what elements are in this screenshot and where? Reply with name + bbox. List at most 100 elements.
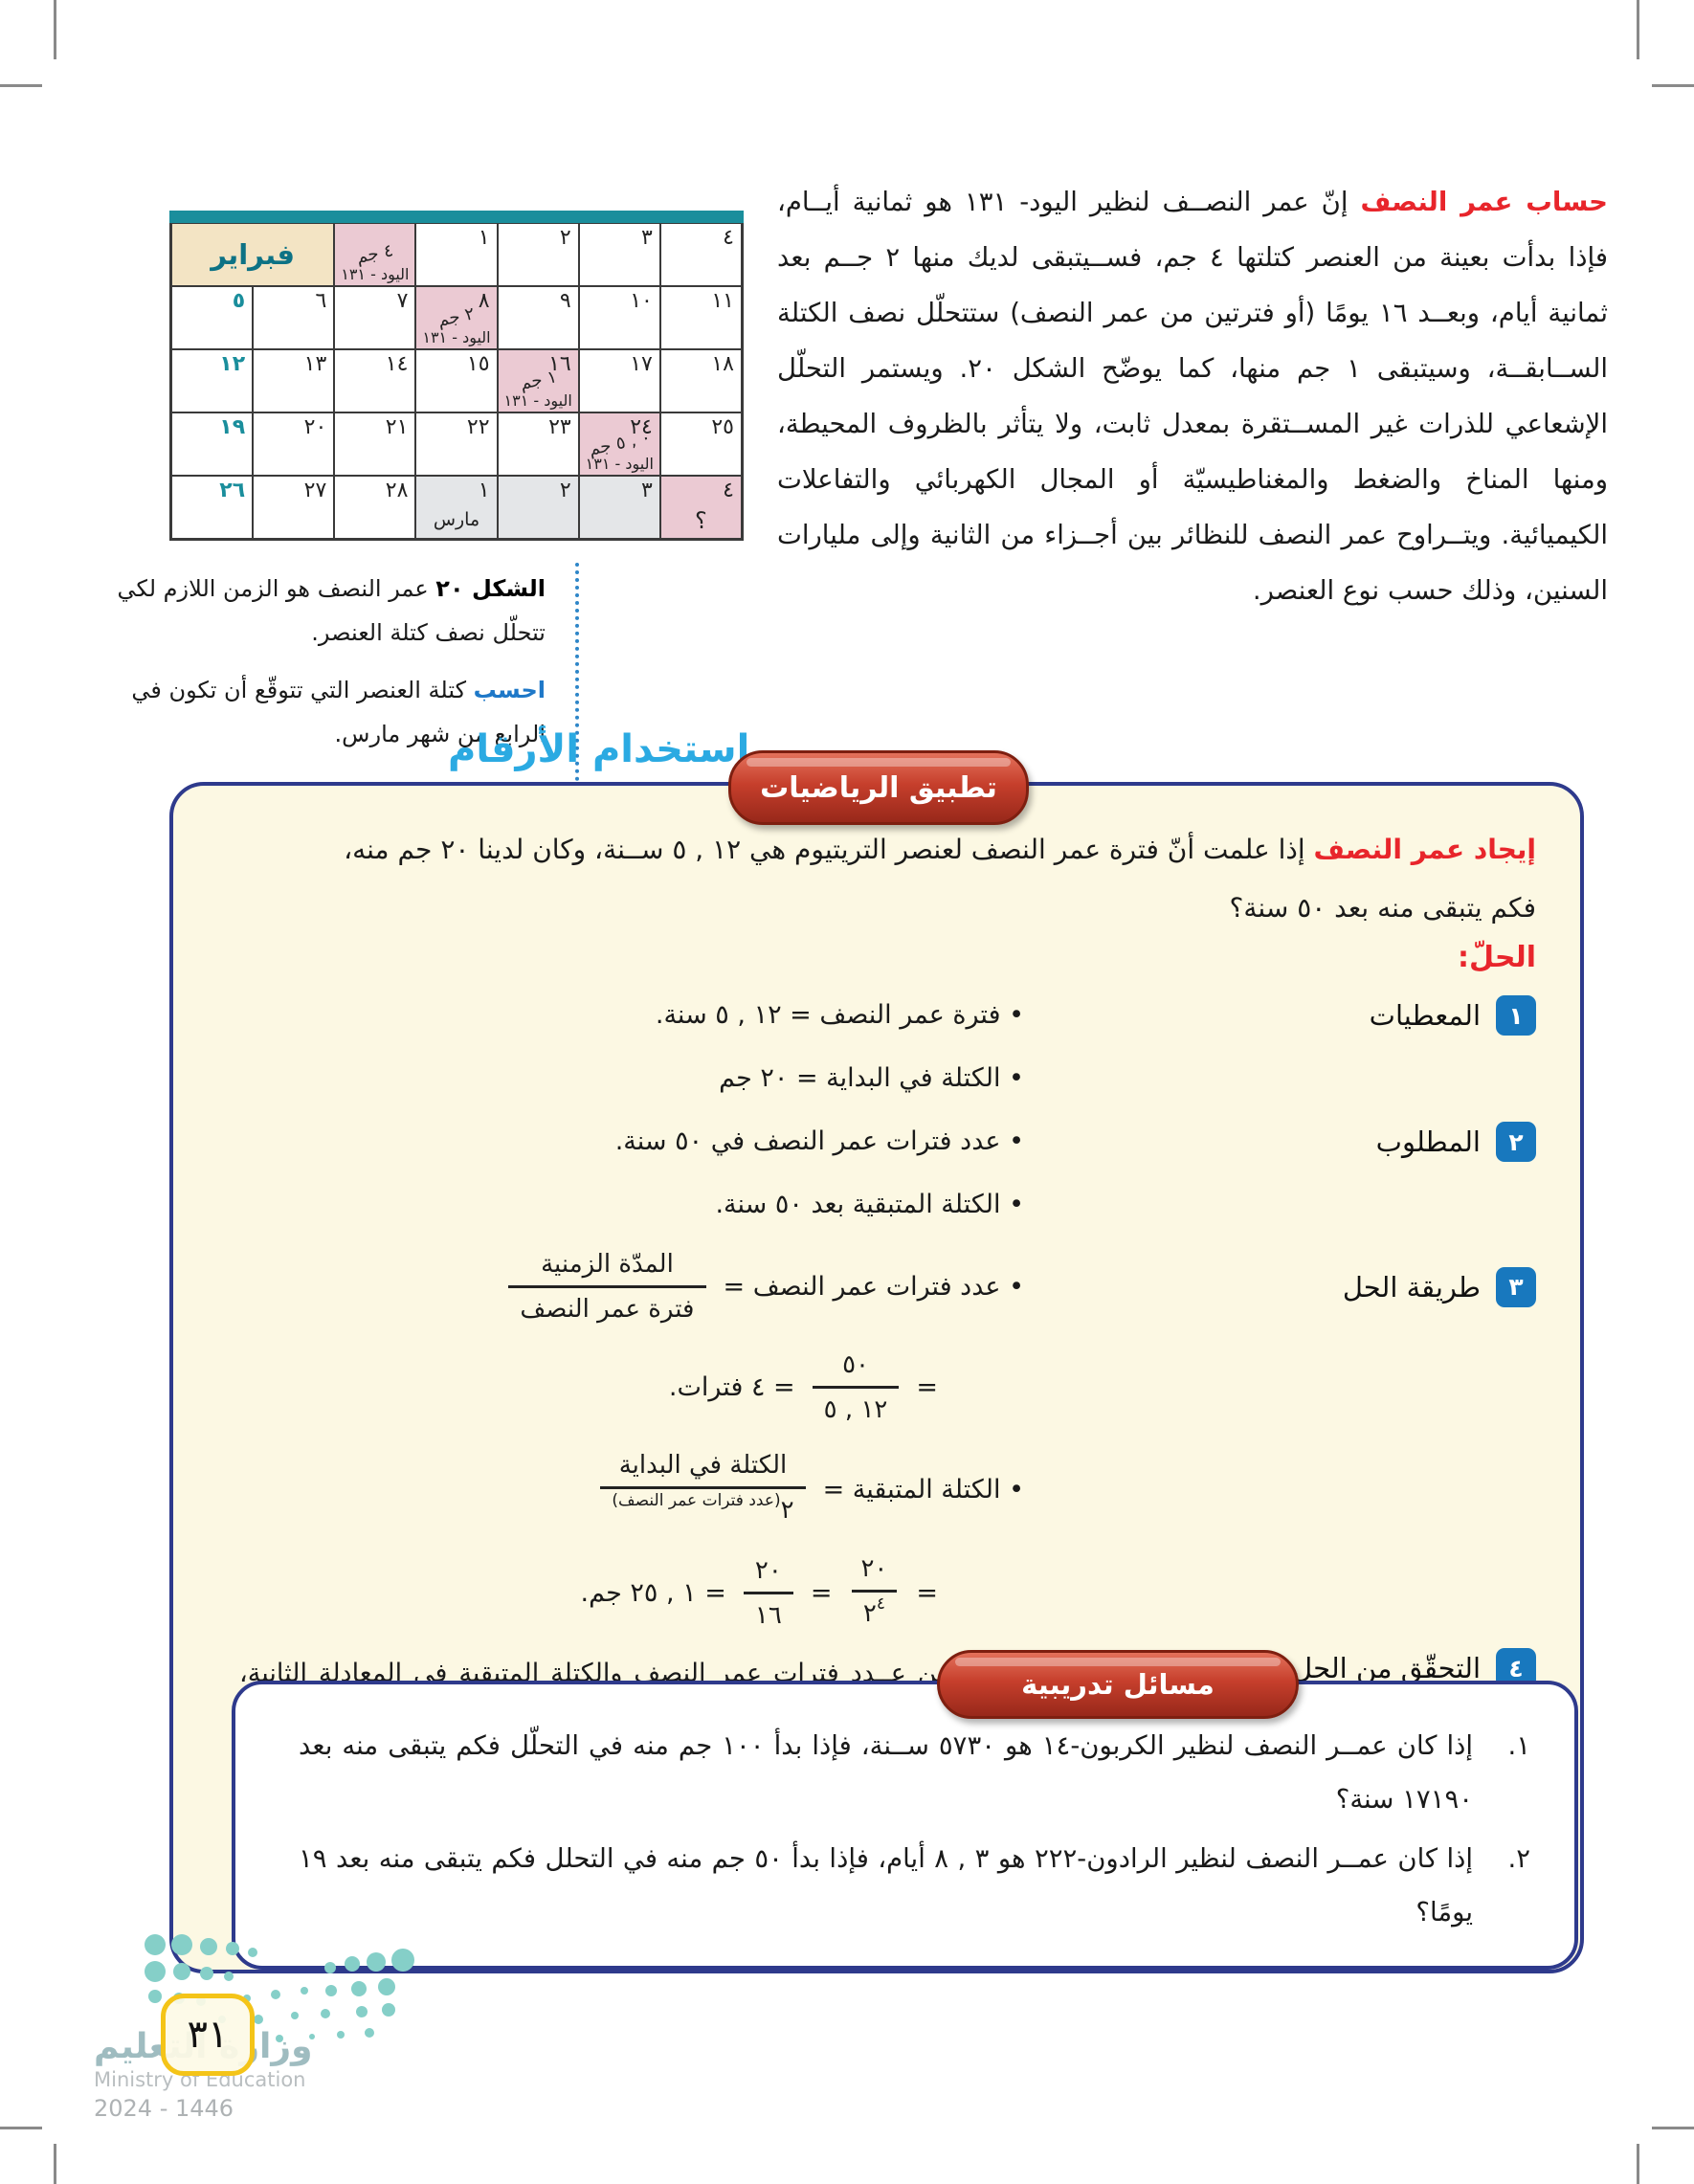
fraction: الكتلة في البداية ٢(عدد فترات عمر النصف) — [600, 1449, 806, 1529]
required-bullet: • عدد فترات عمر النصف في ٥٠ سنة. — [614, 1126, 1024, 1156]
calendar-cell: ١٣ — [253, 349, 335, 412]
crop-mark — [54, 2144, 56, 2184]
crop-mark — [1652, 2127, 1694, 2129]
calendar-cell: ٢٤ ٠ , ٥ جم اليود - ١٣١ — [578, 412, 660, 476]
step-row-1: ١ المعطيات • فترة عمر النصف = ١٢ , ٥ سنة… — [217, 988, 1536, 1043]
calendar-cell-march: ٣ — [578, 476, 660, 539]
step-row-1b: • الكتلة في البداية = ٢٠ جم — [217, 1051, 1536, 1106]
calendar-cell: ٢٢ — [415, 412, 498, 476]
ministry-logo-years: 2024 - 1446 — [94, 2095, 234, 2122]
calendar-header-bar — [169, 211, 744, 223]
fraction: ٢٠ ٢٤ — [849, 1552, 899, 1633]
step-number-badge: ١ — [1496, 995, 1536, 1036]
solution-label: الحلّ: — [1458, 941, 1536, 974]
crop-mark — [0, 84, 42, 87]
crop-mark — [1637, 2144, 1639, 2184]
calendar-cell: ١٤ — [334, 349, 416, 412]
body-text: إنّ عمر النصــف لنظير اليود- ١٣١ هو ثمان… — [777, 187, 1609, 606]
practice-item-1: ١. إذا كان عمــر النصف لنظير الكربون-١٤ … — [274, 1719, 1536, 1826]
page-number: ٣١ — [187, 2013, 229, 2057]
calendar-cell: ١٠ — [578, 286, 660, 349]
calendar-cell: ١١ — [659, 286, 742, 349]
calendar-cell: ٤ — [659, 223, 742, 286]
item-number: ٢. — [1507, 1843, 1530, 1874]
problem-question: فكم يتبقى منه بعد ٥٠ سنة؟ — [1229, 892, 1537, 924]
figure-prompt: احسب كتلة العنصر التي تتوقّع أن تكون في … — [131, 677, 546, 747]
crop-mark — [0, 2127, 42, 2129]
equation-periods-value: = ٥٠ ١٢ , ٥ = ٤ فترات. — [668, 1348, 938, 1426]
question-mark: ؟ — [695, 507, 707, 534]
given-bullet: • فترة عمر النصف = ١٢ , ٥ سنة. — [655, 1000, 1024, 1030]
equation-periods: • عدد فترات عمر النصف = المدّة الزمنية ف… — [227, 1248, 1024, 1326]
step-3: ٣ طريقة الحل — [1249, 1266, 1536, 1307]
calendar-cell: ١٦ ١ جم اليود - ١٣١ — [497, 349, 579, 412]
step-number-badge: ٢ — [1496, 1122, 1536, 1162]
equation-remaining-value: = ٢٠ ٢٤ = ٢٠ ١٦ = ١ , ٢٥ جم. — [227, 1552, 1024, 1633]
section-heading: حساب عمر النصف — [1360, 187, 1608, 217]
calendar-cell: ١٢ — [171, 349, 254, 412]
fraction: المدّة الزمنية فترة عمر النصف — [508, 1248, 706, 1326]
page-number-badge: ٣١ — [161, 1994, 255, 2076]
caption-text: الشكل ٢٠ عمر النصف هو الزمن اللازم لكي ت… — [117, 575, 546, 646]
math-application-tab: تطبيق الرياضيات — [728, 750, 1029, 825]
numbers-heading: استخدام الأرقام — [448, 727, 750, 771]
step-row-3b: = ٥٠ ١٢ , ٥ = ٤ فترات. — [217, 1341, 1536, 1434]
step-4: ٤ التحقّق من الحل — [1249, 1648, 1536, 1688]
calendar-cell: ٢١ — [334, 412, 416, 476]
month-label: فبراير — [211, 238, 296, 271]
practice-problems-box: ١. إذا كان عمــر النصف لنظير الكربون-١٤ … — [232, 1681, 1578, 1970]
calendar-cell: ٤ جم اليود - ١٣١ — [334, 223, 416, 286]
calendar-cell-question: ٤ ؟ — [659, 476, 742, 539]
calendar-cell: ٢٨ — [334, 476, 416, 539]
calendar-cell: ٧ — [334, 286, 416, 349]
math-application-box: تطبيق الرياضيات إيجاد عمر النصف إذا علمت… — [169, 750, 1584, 1973]
calendar-cell: ٢٧ — [253, 476, 335, 539]
equation-remaining-mass: • الكتلة المتبقية = الكتلة في البداية ٢(… — [227, 1449, 1024, 1529]
calendar-cell: ٢٠ — [253, 412, 335, 476]
main-paragraph: حساب عمر النصف إنّ عمر النصــف لنظير الي… — [777, 174, 1608, 618]
problem-statement: إيجاد عمر النصف إذا علمت أنّ فترة عمر ال… — [344, 834, 1536, 865]
calendar-cell-march: ١ مارس — [415, 476, 498, 539]
exponent: ٤ — [876, 1594, 885, 1614]
step-row-3d: = ٢٠ ٢٤ = ٢٠ ١٦ = ١ , ٢٥ جم. — [217, 1545, 1536, 1640]
calendar-cell: ٥ — [171, 286, 254, 349]
dotted-separator — [575, 563, 579, 842]
calendar-month-cell: فبراير — [171, 223, 335, 286]
calendar-cell: ١٨ — [659, 349, 742, 412]
calendar-cell: ١٥ — [415, 349, 498, 412]
calendar-cell: ٢٦ — [171, 476, 254, 539]
item-number: ١. — [1507, 1730, 1530, 1761]
calendar-cell: ١٧ — [578, 349, 660, 412]
calendar-cell-march: ٢ — [497, 476, 579, 539]
step-row-3c: • الكتلة المتبقية = الكتلة في البداية ٢(… — [217, 1441, 1536, 1537]
crop-mark — [1637, 0, 1639, 59]
calendar-cell: ٦ — [253, 286, 335, 349]
figure-label: الشكل ٢٠ — [435, 575, 546, 602]
fraction: ٢٠ ١٦ — [743, 1554, 793, 1632]
given-bullet: • الكتلة في البداية = ٢٠ جم — [719, 1063, 1024, 1093]
step-row-3: ٣ طريقة الحل • عدد فترات عمر النصف = الم… — [217, 1240, 1536, 1333]
step-1: ١ المعطيات — [1249, 995, 1536, 1036]
dots-pattern — [145, 1934, 414, 2042]
step-row-2: ٢ المطلوب • عدد فترات عمر النصف في ٥٠ سن… — [217, 1114, 1536, 1170]
figure-caption: الشكل ٢٠ عمر النصف هو الزمن اللازم لكي ت… — [109, 567, 546, 756]
required-bullet: • الكتلة المتبقية بعد ٥٠ سنة. — [715, 1190, 1024, 1219]
crop-mark — [54, 0, 56, 59]
exponent: (عدد فترات عمر النصف) — [612, 1491, 781, 1510]
calendar-cell: ٢٥ — [659, 412, 742, 476]
step-number-badge: ٣ — [1496, 1266, 1536, 1307]
calendar-cell: ٢ — [497, 223, 579, 286]
practice-problems-tab: مسائل تدريبية — [937, 1650, 1299, 1719]
practice-item-2: ٢. إذا كان عمــر النصف لنظير الرادون-٢٢٢… — [274, 1832, 1536, 1939]
step-row-2b: • الكتلة المتبقية بعد ٥٠ سنة. — [217, 1177, 1536, 1233]
solution-content: إيجاد عمر النصف إذا علمت أنّ فترة عمر ال… — [173, 786, 1580, 1803]
problem-title: إيجاد عمر النصف — [1313, 834, 1536, 865]
calendar-cell: ٢٣ — [497, 412, 579, 476]
calendar-cell: ٣ — [578, 223, 660, 286]
fraction: ٥٠ ١٢ , ٥ — [812, 1348, 900, 1426]
crop-mark — [1652, 84, 1694, 87]
calendar-cell: ١ — [415, 223, 498, 286]
